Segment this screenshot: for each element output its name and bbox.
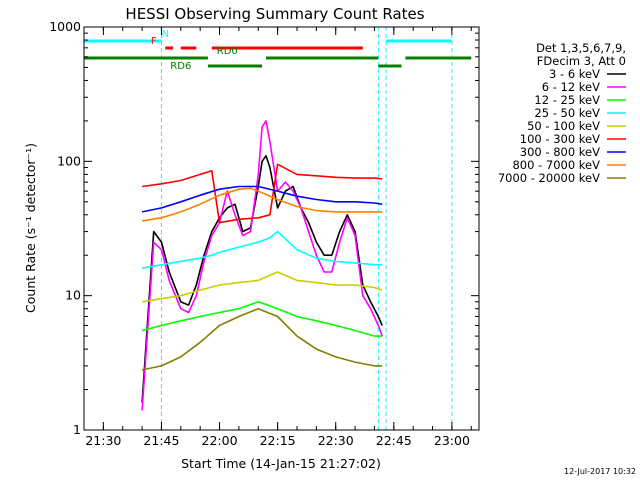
- x-axis-label: Start Time (14-Jan-15 21:27:02): [181, 456, 381, 471]
- series-line-3: [141, 230, 383, 269]
- x-tick-label-1: 21:45: [143, 433, 179, 448]
- legend-header-1: FDecim 3, Att 0: [537, 54, 626, 68]
- legend-label-1: 6 - 12 keV: [542, 80, 600, 94]
- series-line-8: [141, 307, 383, 371]
- plot-frame: [83, 26, 480, 431]
- state-label-rd0: RD0: [217, 46, 238, 57]
- y-axis: 1 10 100 1000: [49, 19, 479, 437]
- x-tick-label-6: 23:00: [434, 433, 470, 448]
- legend-label-8: 7000 - 20000 keV: [498, 171, 600, 185]
- state-label-f: F: [151, 36, 157, 47]
- x-tick-label-2: 22:00: [202, 433, 238, 448]
- x-tick-label-5: 22:45: [376, 433, 412, 448]
- legend-label-0: 3 - 6 keV: [549, 67, 600, 81]
- series-line-5: [141, 163, 383, 224]
- series-line-0: [141, 155, 383, 403]
- y-axis-label: Count Rate (s⁻¹ detector⁻¹): [23, 143, 38, 313]
- series-line-6: [141, 185, 383, 213]
- legend-header-0: Det 1,3,5,6,7,9,: [536, 41, 626, 55]
- legend-label-7: 800 - 7000 keV: [512, 158, 600, 172]
- legend-label-3: 25 - 50 keV: [534, 106, 600, 120]
- y-tick-label-0: 1: [73, 422, 81, 437]
- series-line-7: [141, 187, 383, 222]
- series-line-2: [141, 300, 383, 337]
- y-tick-label-2: 100: [57, 153, 81, 168]
- legend-label-2: 12 - 25 keV: [534, 93, 600, 107]
- legend-label-5: 100 - 300 keV: [520, 132, 600, 146]
- chart-title: HESSI Observing Summary Count Rates: [125, 5, 424, 23]
- y-tick-label-3: 1000: [49, 19, 81, 34]
- plot-area: [84, 27, 472, 430]
- y-tick-label-1: 10: [65, 288, 81, 303]
- legend-label-6: 300 - 800 keV: [520, 145, 600, 159]
- series-line-1: [141, 120, 383, 411]
- state-label-n: N: [162, 29, 169, 40]
- x-tick-label-0: 21:30: [85, 433, 121, 448]
- legend-label-4: 50 - 100 keV: [527, 119, 600, 133]
- x-tick-label-4: 22:30: [318, 433, 354, 448]
- legend: Det 1,3,5,6,7,9,FDecim 3, Att 03 - 6 keV…: [498, 41, 626, 185]
- date-stamp: 12-Jul-2017 10:32: [564, 467, 636, 476]
- series-line-4: [141, 271, 383, 303]
- x-axis: 21:30 21:45 22:00 22:15 22:30 22:45 23:00: [83, 27, 472, 448]
- x-tick-label-3: 22:15: [260, 433, 296, 448]
- state-label-rd6: RD6: [170, 61, 191, 72]
